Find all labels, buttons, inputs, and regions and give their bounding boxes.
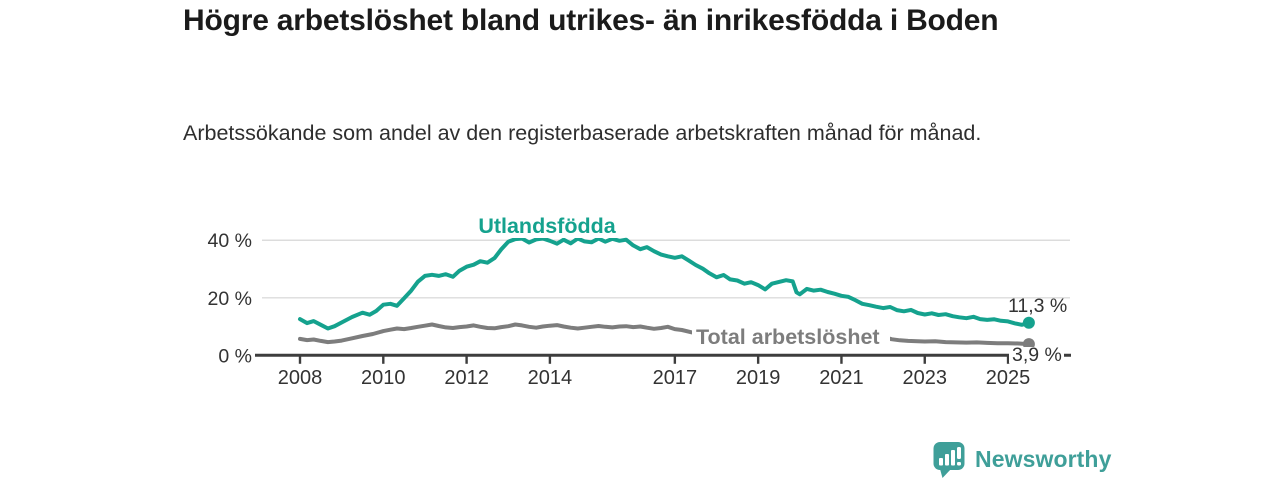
y-axis-tick-label: 20 % bbox=[208, 288, 252, 310]
end-value-label-0: 11,3 % bbox=[1008, 295, 1067, 317]
x-axis-tick-label: 2010 bbox=[361, 367, 406, 389]
series-line-0 bbox=[298, 236, 1031, 331]
chart-subtitle: Arbetssökande som andel av den registerb… bbox=[183, 121, 982, 145]
x-axis-tick-label: 2008 bbox=[278, 367, 323, 389]
page-title: Högre arbetslöshet bland utrikes- än inr… bbox=[183, 4, 999, 37]
y-axis-tick-label: 40 % bbox=[208, 230, 252, 252]
x-axis-tick-label: 2025 bbox=[986, 367, 1031, 389]
series-line-1 bbox=[298, 322, 694, 345]
x-axis-tick-label: 2019 bbox=[736, 367, 781, 389]
bar-chart-speech-bubble-icon bbox=[933, 442, 965, 478]
series-label-backing bbox=[692, 326, 890, 349]
series-label-0: Utlandsfödda bbox=[478, 214, 616, 238]
x-axis-tick-label: 2023 bbox=[903, 367, 948, 389]
series-label-backing bbox=[471, 212, 623, 238]
newsworthy-logo-text: Newsworthy bbox=[975, 446, 1112, 472]
y-axis-tick-label: 0 % bbox=[218, 345, 252, 367]
x-axis-tick-label: 2017 bbox=[653, 367, 698, 389]
newsworthy-logo: Newsworthy bbox=[932, 441, 1111, 478]
x-axis-tick-label: 2021 bbox=[819, 367, 864, 389]
end-value-label-1: 3,9 % bbox=[1012, 344, 1062, 366]
x-axis-tick-label: 2012 bbox=[444, 367, 489, 389]
x-axis-tick-label: 2014 bbox=[528, 367, 573, 389]
series-end-dot-0 bbox=[1022, 316, 1035, 329]
end-value-backing bbox=[1009, 347, 1064, 363]
series-label-1: Total arbetslöshet bbox=[696, 325, 880, 349]
series-line-1 bbox=[883, 335, 1031, 347]
